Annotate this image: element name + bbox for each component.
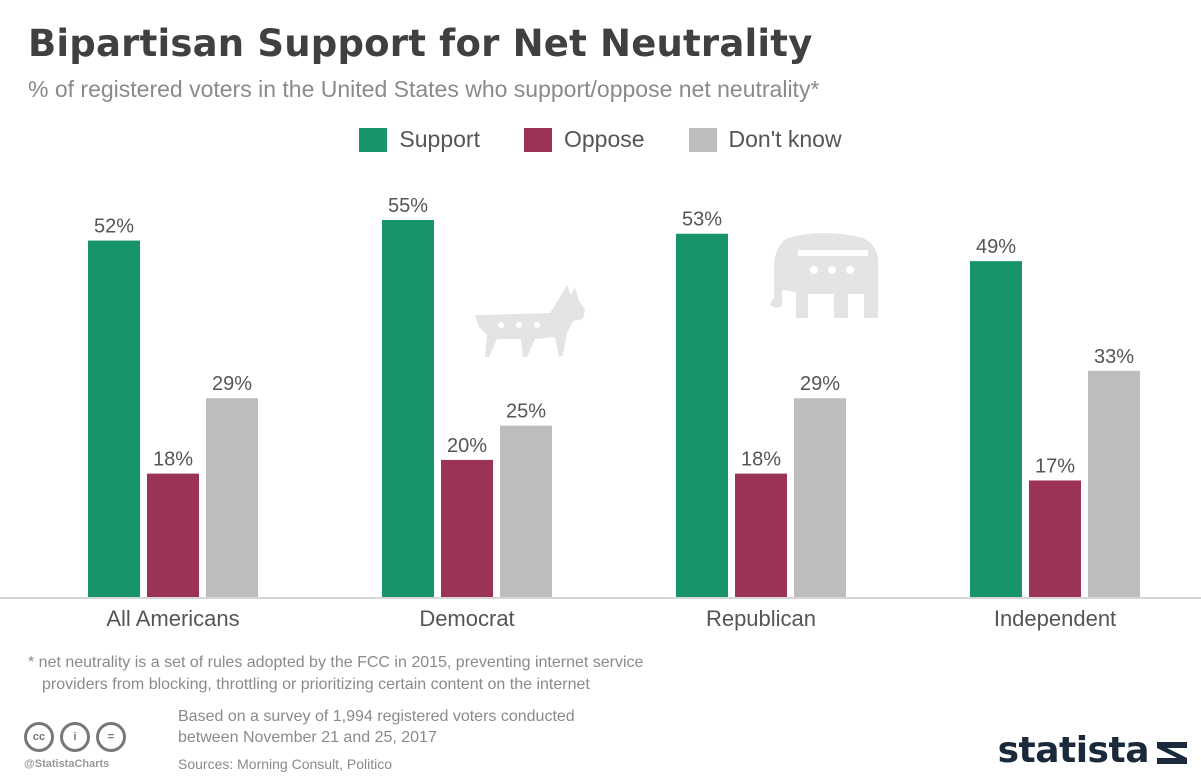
value-label-3-2: 33% [1094,346,1134,368]
cc-icon[interactable]: cc [24,722,54,752]
value-label-1-1: 20% [447,435,487,457]
bar-3-0 [970,261,1022,597]
bar-chart: 52% 18% 29% 55% 20% 25% 53% 18% 29% 49% 17% 33% All… [0,195,1201,631]
footnote-line-1: * net neutrality is a set of rules adopt… [28,654,644,671]
statista-mark-icon [1157,741,1187,764]
category-label-3: Independent [994,606,1116,631]
elephant-icon [770,233,879,318]
value-label-3-0: 49% [976,236,1016,258]
value-labels-group: 52% 18% 29% 55% 20% 25% 53% 18% 29% 49% 17% 33% [94,195,1134,477]
value-label-2-1: 18% [741,449,781,471]
survey-note: Based on a survey of 1,994 registered vo… [178,706,778,748]
license-icons: cc i = [24,722,126,752]
watermark-layer [475,233,879,357]
bar-0-0 [88,240,140,597]
bar-3-1 [1029,480,1081,597]
category-label-1: Democrat [419,606,514,631]
statista-logo[interactable]: statista [998,730,1189,771]
chart-subtitle: % of registered voters in the United Sta… [28,76,820,102]
bar-0-1 [147,473,199,597]
bar-1-2 [500,425,552,597]
bar-1-1 [441,459,493,597]
bar-2-0 [676,233,728,597]
sources-note: Sources: Morning Consult, Politico [178,756,392,772]
category-label-0: All Americans [106,606,239,631]
legend-swatch-1 [523,127,552,152]
brand-wordmark: statista [997,730,1150,771]
no-derivatives-icon[interactable]: = [96,722,126,752]
bar-2-2 [794,398,846,597]
category-labels-group: All Americans Democrat Republican Independe… [106,606,1116,631]
value-label-0-1: 18% [153,449,193,471]
attribution-icon[interactable]: i [60,722,90,752]
chart-title: Bipartisan Support for Net Neutrality [28,22,813,65]
value-label-1-0: 55% [388,195,428,217]
value-label-0-0: 52% [94,216,134,238]
survey-line-1: Based on a survey of 1,994 registered vo… [178,708,575,725]
footnote-line-2: providers from blocking, throttling or p… [42,676,590,693]
social-handle: @StatistaCharts [24,758,110,770]
legend-item-1: Oppose [523,126,645,153]
value-label-2-0: 53% [682,209,722,231]
legend-swatch-2 [688,127,717,152]
value-label-0-2: 29% [212,373,252,395]
footnote: * net neutrality is a set of rules adopt… [28,652,928,696]
donkey-icon [475,285,585,357]
bars-group [88,220,1140,597]
legend-item-0: Support [359,126,480,153]
category-label-2: Republican [706,606,816,631]
value-label-2-2: 29% [800,373,840,395]
legend: Support Oppose Don't know [0,126,1201,153]
bar-0-2 [206,398,258,597]
legend-swatch-0 [359,127,388,152]
value-label-1-2: 25% [506,401,546,423]
legend-label-0: Support [399,126,480,152]
legend-label-1: Oppose [563,126,645,152]
legend-label-2: Don't know [728,126,842,152]
value-label-3-1: 17% [1035,455,1075,477]
bar-3-2 [1088,370,1140,597]
bar-1-0 [382,220,434,597]
legend-item-2: Don't know [688,126,842,153]
survey-line-2: between November 21 and 25, 2017 [178,729,437,746]
bar-2-1 [735,473,787,597]
